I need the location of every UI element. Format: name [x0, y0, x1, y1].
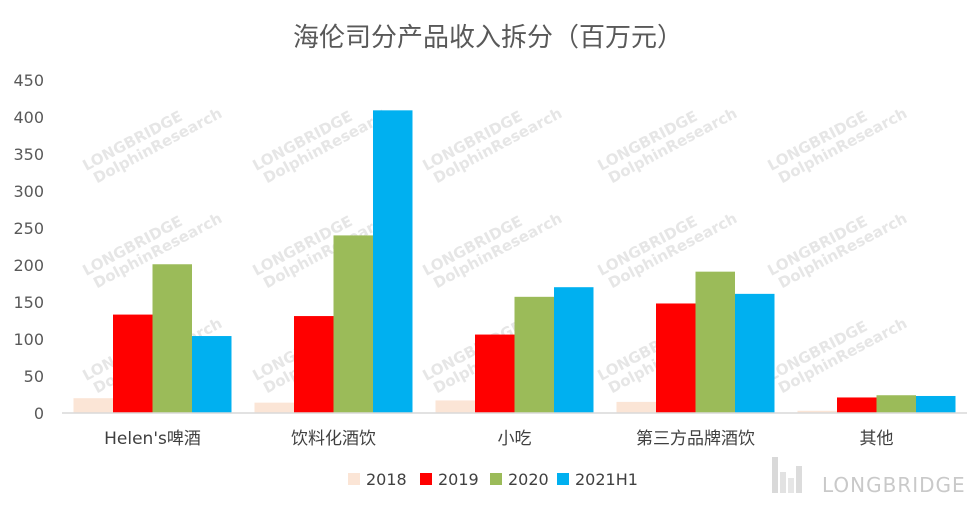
bar-2019-1: [294, 316, 334, 413]
chart-title: 海伦司分产品收入拆分（百万元）: [293, 23, 683, 53]
y-tick-label: 0: [34, 404, 44, 423]
y-tick-label: 300: [13, 182, 44, 201]
bar-2018-2: [435, 400, 475, 413]
bar-2020-3: [695, 271, 735, 413]
bar-2021H1-4: [916, 395, 956, 413]
x-category-label: 饮料化酒饮: [291, 429, 376, 449]
x-category-label: 小吃: [498, 429, 532, 449]
bar-2020-0: [152, 264, 192, 413]
bar-2019-4: [837, 397, 877, 413]
logo-bar-icon: [788, 478, 794, 493]
y-tick-label: 450: [13, 71, 44, 90]
x-category-label: Helen's啤酒: [104, 429, 201, 449]
brand-logo-text: LONGBRIDGE: [822, 473, 966, 497]
bar-2020-1: [333, 235, 373, 413]
legend-swatch: [557, 473, 569, 485]
x-category-label: 其他: [860, 429, 894, 449]
bar-2021H1-1: [373, 110, 413, 413]
y-tick-label: 400: [13, 108, 44, 127]
logo-bar-icon: [772, 457, 778, 493]
y-tick-label: 200: [13, 256, 44, 275]
y-tick-label: 100: [13, 330, 44, 349]
y-axis-ticks: 0 50 100 150 200 250 300 350 400 450: [13, 71, 44, 423]
bar-2020-4: [876, 395, 916, 413]
bar-2021H1-2: [554, 287, 594, 413]
logo-bar-icon: [796, 466, 802, 493]
legend-label: 2020: [508, 470, 549, 489]
bar-2019-0: [113, 314, 153, 413]
bar-2021H1-0: [192, 336, 232, 413]
bars: [73, 110, 956, 413]
logo-bar-icon: [780, 472, 786, 493]
bar-2018-3: [616, 401, 656, 413]
bar-2018-0: [73, 398, 113, 413]
legend-label: 2019: [438, 470, 479, 489]
legend-swatch: [420, 473, 432, 485]
y-tick-label: 250: [13, 219, 44, 238]
legend-swatch: [490, 473, 502, 485]
legend: 2018 2019 2020 2021H1: [348, 470, 638, 489]
bar-2019-3: [656, 303, 696, 413]
x-axis-labels: Helen's啤酒 饮料化酒饮 小吃 第三方品牌酒饮 其他: [104, 429, 893, 449]
y-tick-label: 150: [13, 293, 44, 312]
bar-2021H1-3: [735, 293, 775, 413]
legend-label: 2021H1: [575, 470, 638, 489]
legend-swatch: [348, 473, 360, 485]
legend-label: 2018: [366, 470, 407, 489]
y-tick-label: 50: [24, 367, 44, 386]
bar-2018-1: [254, 402, 294, 413]
bar-2018-4: [797, 410, 837, 413]
y-tick-label: 350: [13, 145, 44, 164]
brand-logo: LONGBRIDGE: [772, 457, 966, 497]
bar-2019-2: [475, 334, 515, 413]
x-category-label: 第三方品牌酒饮: [636, 429, 755, 449]
bar-2020-2: [514, 296, 554, 413]
